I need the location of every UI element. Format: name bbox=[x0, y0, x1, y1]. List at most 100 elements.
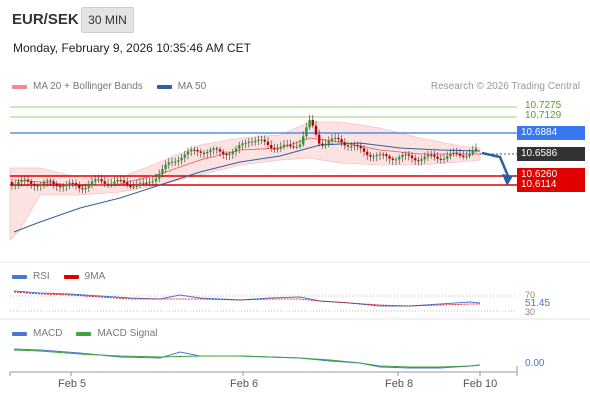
candle-body bbox=[49, 180, 52, 182]
candle-body bbox=[142, 182, 145, 184]
candle-body bbox=[42, 181, 46, 184]
last-price-tag: 10.6586 bbox=[517, 147, 585, 161]
x-label-feb10: Feb 10 bbox=[463, 378, 498, 390]
candle-body bbox=[247, 141, 250, 144]
candle-body bbox=[292, 146, 295, 148]
candle-body bbox=[420, 159, 423, 161]
candle-body bbox=[276, 148, 279, 150]
candle-body bbox=[174, 161, 177, 163]
candle-body bbox=[462, 155, 465, 157]
candle-body bbox=[90, 181, 94, 185]
candle-body bbox=[74, 183, 78, 186]
forecast-arrow bbox=[481, 151, 510, 177]
support-2-tag: 10.6114 bbox=[517, 178, 585, 192]
candle-body bbox=[17, 181, 20, 185]
candle-body bbox=[254, 140, 257, 142]
candle-body bbox=[423, 156, 426, 160]
candle-body bbox=[126, 182, 129, 186]
ma20-line bbox=[13, 137, 480, 187]
candle-body bbox=[327, 140, 330, 144]
ma20-legend-label: MA 20 + Bollinger Bands bbox=[33, 81, 143, 92]
macd-swatch bbox=[12, 331, 27, 336]
x-label-feb8: Feb 8 bbox=[385, 378, 414, 390]
candle-body bbox=[10, 182, 14, 185]
rsi-upper-label: 70 bbox=[525, 290, 536, 300]
candle-body bbox=[250, 141, 254, 143]
candle-body bbox=[401, 154, 404, 158]
candle-body bbox=[446, 156, 449, 159]
candle-body bbox=[26, 179, 30, 182]
candle-body bbox=[266, 141, 270, 145]
candle-body bbox=[346, 145, 350, 147]
candle-body bbox=[145, 182, 148, 184]
candle-body bbox=[202, 152, 206, 154]
candle-body bbox=[433, 154, 436, 157]
candle-body bbox=[103, 181, 106, 184]
x-label-feb6: Feb 6 bbox=[230, 378, 259, 390]
candle-body bbox=[343, 142, 346, 146]
resistance-2-label: 10.7275 bbox=[525, 100, 562, 111]
candle-body bbox=[318, 134, 321, 144]
main-legend: MA 20 + Bollinger Bands MA 50 bbox=[12, 81, 206, 92]
candle-body bbox=[455, 152, 458, 154]
candle-body bbox=[394, 159, 398, 161]
macd-value-label: 0.00 bbox=[525, 358, 545, 369]
candle-body bbox=[154, 178, 158, 182]
candle-body bbox=[177, 160, 180, 162]
candle-body bbox=[458, 153, 462, 156]
candle-body bbox=[308, 119, 311, 128]
candle-body bbox=[263, 139, 266, 142]
candle-body bbox=[58, 186, 62, 188]
candle-body bbox=[417, 160, 420, 162]
candle-body bbox=[356, 145, 359, 147]
rsi-legend: RSI 9MA bbox=[12, 271, 105, 282]
candle-body bbox=[106, 183, 110, 185]
candle-body bbox=[138, 183, 142, 186]
candle-body bbox=[241, 143, 244, 146]
rsi-9ma-swatch bbox=[63, 274, 79, 279]
candle-body bbox=[218, 149, 222, 152]
candle-body bbox=[87, 184, 90, 188]
rsi-9ma-legend-label: 9MA bbox=[84, 271, 106, 282]
candle-body bbox=[52, 181, 55, 184]
candle-body bbox=[314, 125, 318, 135]
candle-body bbox=[282, 144, 286, 147]
candle-body bbox=[340, 139, 343, 143]
candle-body bbox=[148, 182, 151, 184]
candle-body bbox=[55, 183, 58, 187]
candlesticks bbox=[10, 114, 478, 194]
candle-body bbox=[410, 155, 414, 159]
ma50-swatch bbox=[156, 84, 172, 89]
candle-body bbox=[337, 137, 340, 140]
research-credit: Research © 2026 Trading Central bbox=[430, 81, 580, 92]
timeframe-button[interactable]: 30 MIN bbox=[81, 7, 134, 33]
candle-body bbox=[20, 179, 23, 182]
candle-body bbox=[164, 164, 167, 169]
candle-body bbox=[302, 136, 305, 145]
candle-body bbox=[186, 151, 190, 155]
candle-body bbox=[183, 154, 186, 158]
macd-signal-line bbox=[13, 349, 481, 368]
candle-body bbox=[289, 144, 292, 147]
candle-body bbox=[391, 158, 394, 160]
candle-body bbox=[471, 150, 474, 154]
candle-body bbox=[414, 158, 417, 161]
candle-body bbox=[439, 158, 442, 160]
ma50-legend-label: MA 50 bbox=[177, 81, 207, 92]
candle-body bbox=[334, 137, 337, 139]
ma50-line bbox=[13, 142, 481, 233]
candle-body bbox=[116, 180, 119, 182]
macd-signal-legend-label: MACD Signal bbox=[97, 328, 158, 339]
candle-body bbox=[442, 158, 446, 160]
candle-body bbox=[110, 183, 113, 185]
candle-body bbox=[193, 149, 196, 151]
candle-body bbox=[234, 148, 238, 152]
candle-body bbox=[119, 180, 122, 182]
candle-body bbox=[286, 144, 289, 146]
candle-body bbox=[231, 151, 234, 155]
forecast-arrowhead bbox=[502, 174, 513, 186]
candle-body bbox=[212, 148, 215, 150]
candle-body bbox=[94, 179, 97, 182]
candle-body bbox=[311, 119, 314, 126]
